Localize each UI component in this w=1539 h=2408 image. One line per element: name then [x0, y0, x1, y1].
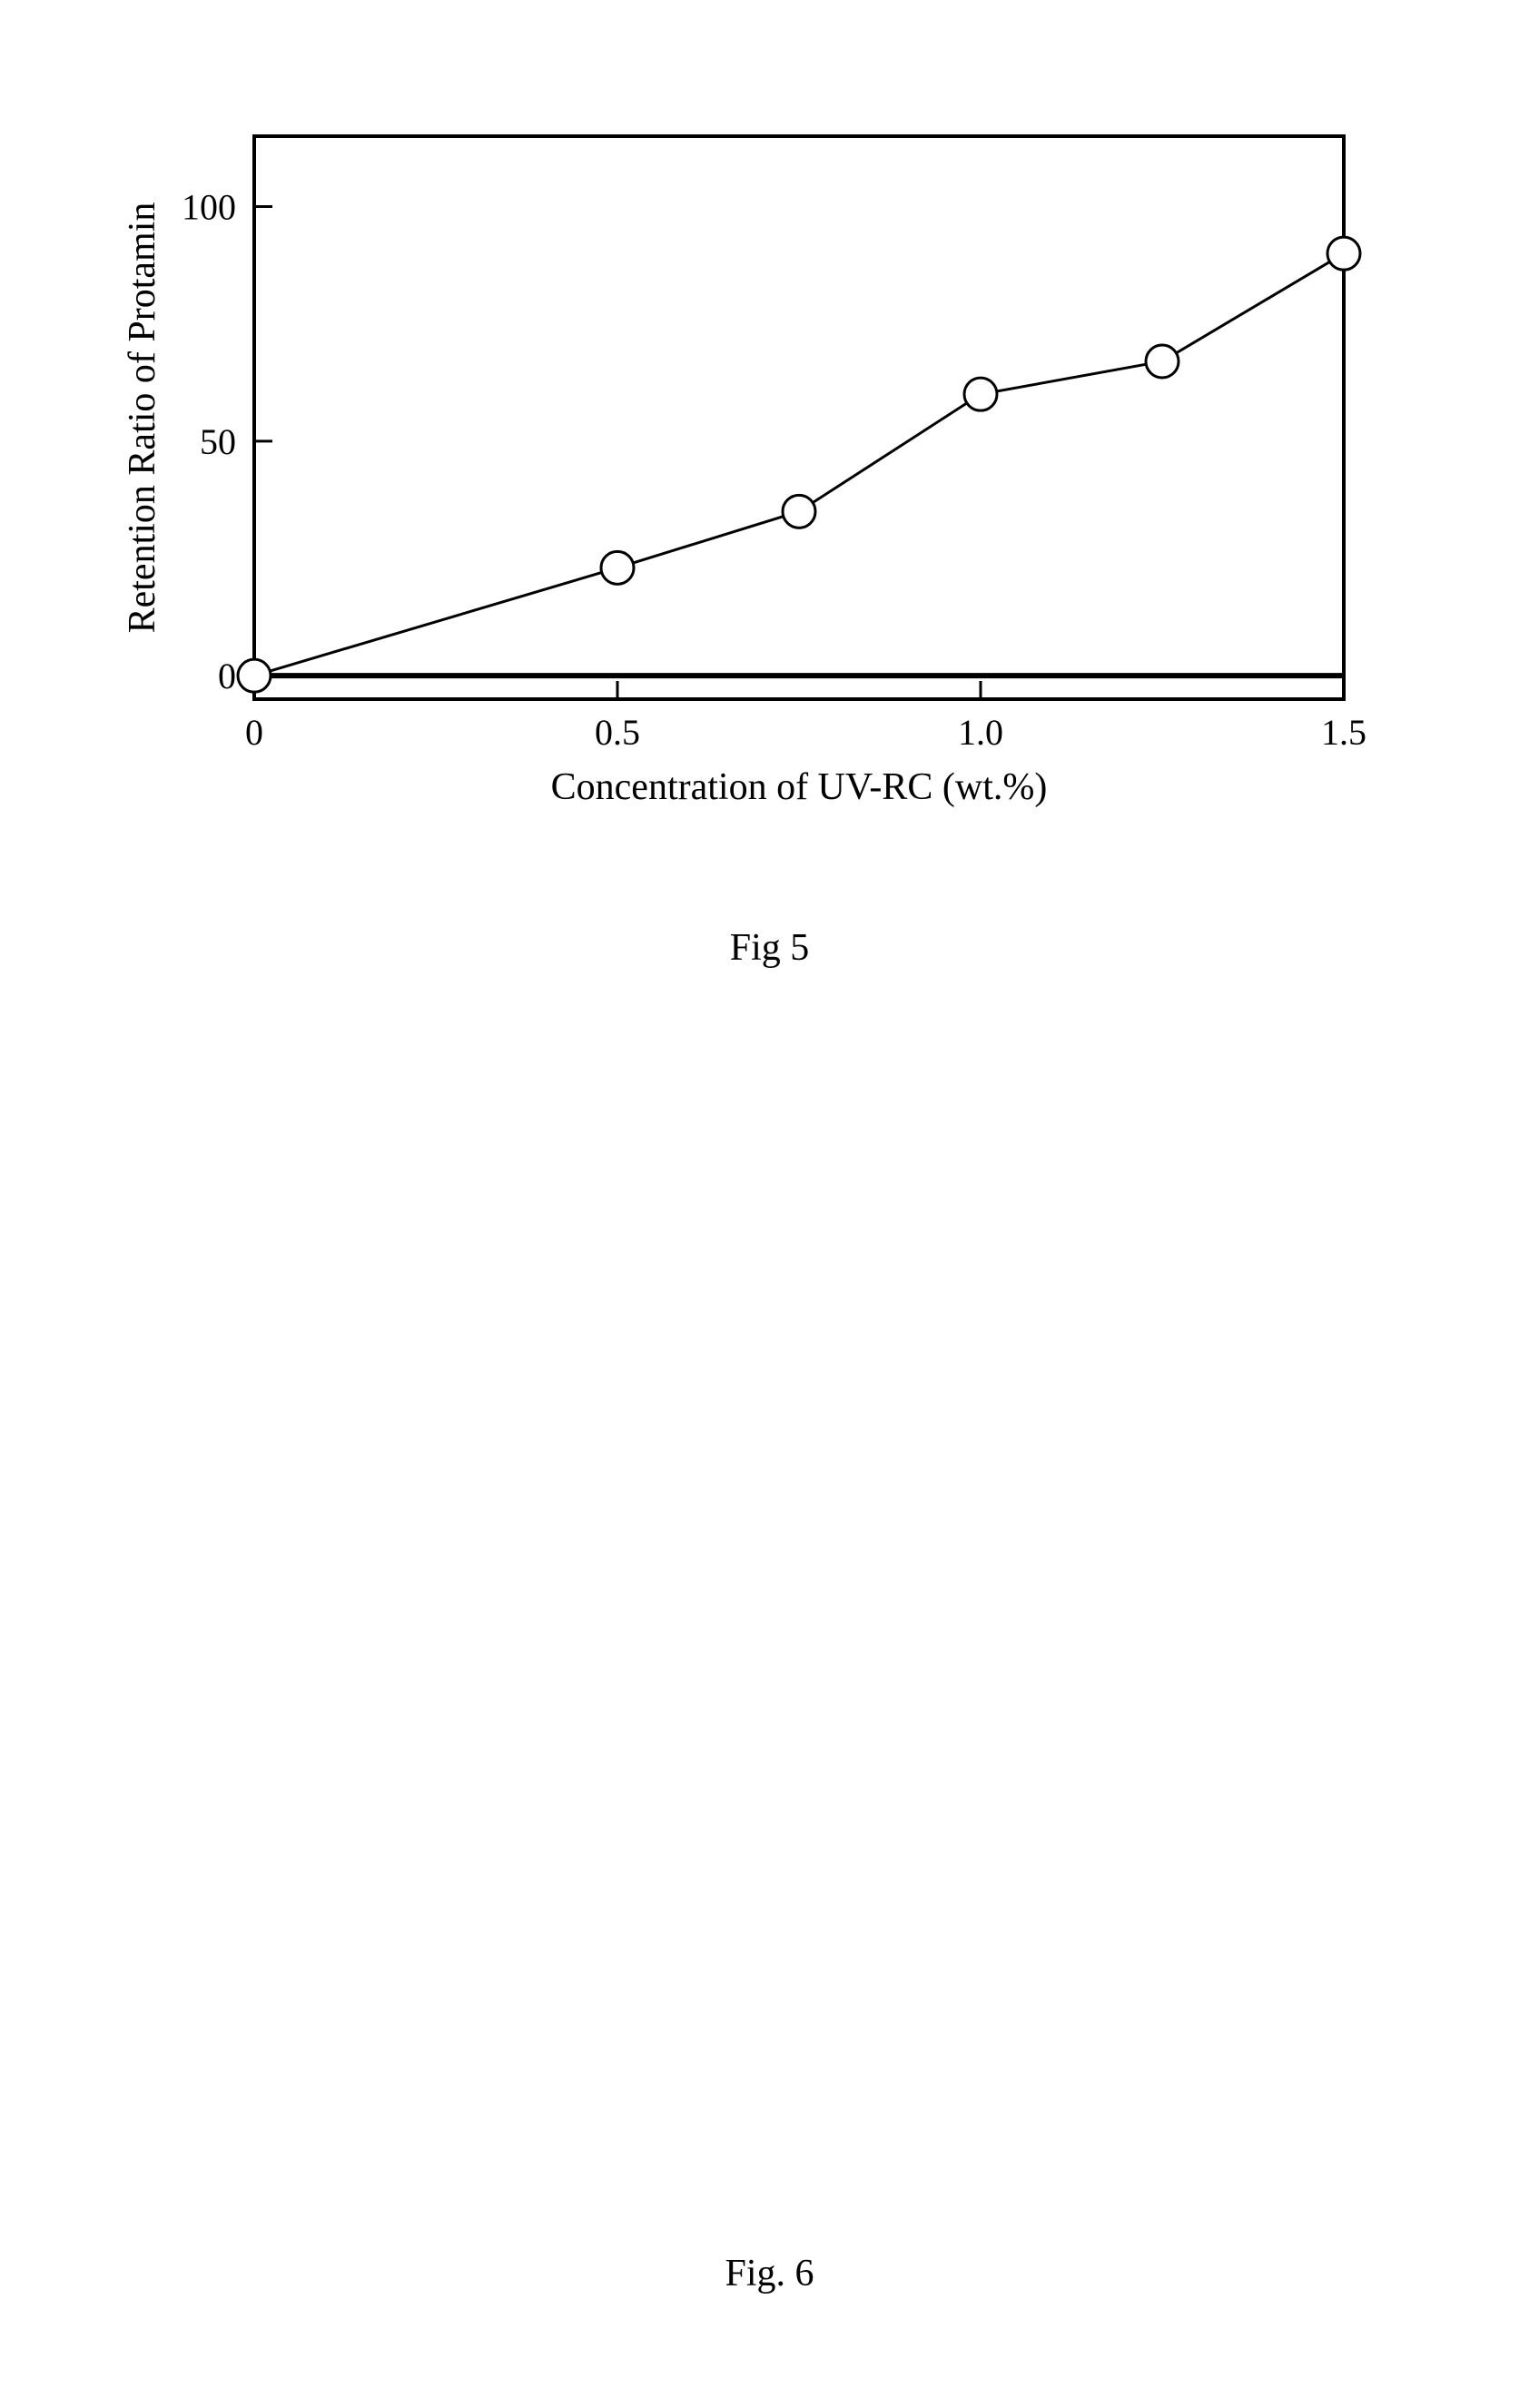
svg-text:Retention Ratio of Protamin: Retention Ratio of Protamin: [122, 202, 163, 634]
svg-text:1.0: 1.0: [958, 712, 1003, 753]
svg-text:0: 0: [218, 656, 236, 696]
fig6-caption: Fig. 6: [0, 2252, 1539, 2295]
svg-text:100: 100: [182, 187, 236, 228]
fig5-caption: Fig 5: [0, 926, 1539, 970]
page: 0 0.5 1.0 1.5 0 50 100 Concentration of UV-RC (…: [0, 0, 1539, 2408]
fig6-chart: 10020001377(Enzyme added)Washing (days)P…: [0, 1271, 1539, 2179]
fig5-chart: 0 0.5 1.0 1.5 0 50 100 Concentration of UV-RC (…: [0, 0, 1539, 908]
svg-text:0.5: 0.5: [595, 712, 640, 753]
svg-text:Concentration of UV-RC (wt.%): Concentration of UV-RC (wt.%): [551, 766, 1048, 808]
svg-text:50: 50: [200, 421, 236, 462]
svg-text:0: 0: [245, 712, 263, 753]
svg-text:1.5: 1.5: [1321, 712, 1366, 753]
